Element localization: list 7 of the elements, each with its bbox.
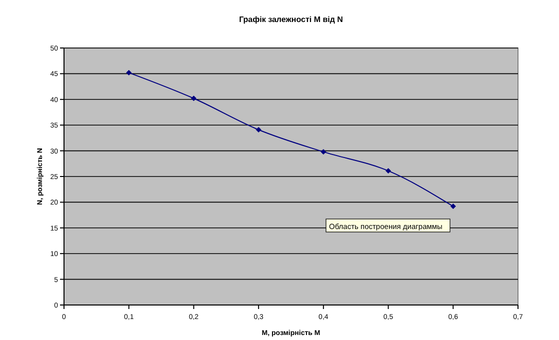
point — [190, 96, 196, 102]
point — [386, 168, 392, 174]
chart-title: Графік залежності M від N — [239, 15, 344, 24]
point — [126, 70, 132, 76]
point — [256, 126, 262, 132]
point — [320, 149, 326, 155]
point — [450, 204, 456, 210]
